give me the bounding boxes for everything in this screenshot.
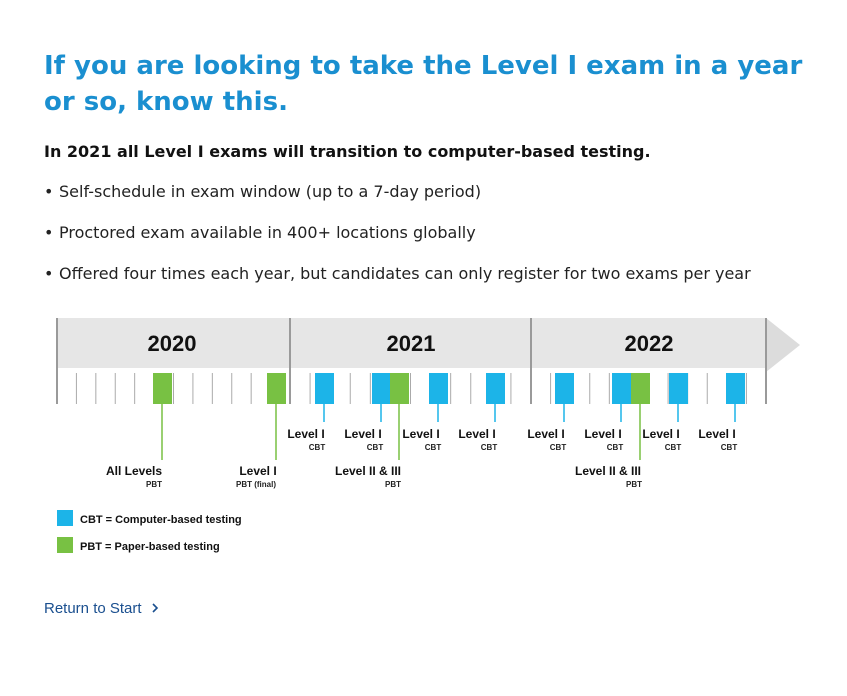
pbt-exam-block bbox=[267, 373, 286, 404]
list-item: • Self-schedule in exam window (up to a 7… bbox=[44, 180, 751, 221]
exam-sublabel: PBT bbox=[146, 480, 162, 489]
bullet-icon: • bbox=[44, 182, 54, 201]
cbt-exam-block bbox=[315, 373, 334, 404]
exam-marker: Level I CBT bbox=[344, 373, 391, 452]
exam-label: Level II & III bbox=[335, 464, 401, 478]
exam-label: Level I bbox=[642, 427, 679, 441]
legend: CBT = Computer-based testing PBT = Paper… bbox=[57, 510, 242, 553]
exam-marker: All Levels PBT bbox=[106, 373, 172, 489]
return-to-start-link[interactable]: Return to Start bbox=[44, 600, 160, 617]
legend-label-cbt: CBT = Computer-based testing bbox=[80, 514, 242, 526]
exam-sublabel: CBT bbox=[607, 443, 624, 452]
exam-marker: Level II & III PBT bbox=[575, 373, 650, 489]
page-title: If you are looking to take the Level I e… bbox=[44, 51, 803, 117]
exam-label: Level I bbox=[698, 427, 735, 441]
exam-sublabel: CBT bbox=[309, 443, 326, 452]
cbt-exam-block bbox=[669, 373, 688, 404]
exam-marker: Level I PBT (final) bbox=[236, 373, 286, 489]
exam-marker: Level II & III PBT bbox=[335, 373, 409, 489]
exam-sublabel: PBT bbox=[626, 480, 642, 489]
list-item-text: Proctored exam available in 400+ locatio… bbox=[59, 223, 476, 242]
cbt-exam-block bbox=[372, 373, 391, 404]
bullet-icon: • bbox=[44, 223, 54, 242]
page-subtitle: In 2021 all Level I exams will transitio… bbox=[44, 142, 651, 161]
cbt-exam-block bbox=[555, 373, 574, 404]
exam-label: Level I bbox=[287, 427, 324, 441]
list-item: • Proctored exam available in 400+ locati… bbox=[44, 221, 751, 262]
legend-label-pbt: PBT = Paper-based testing bbox=[80, 541, 220, 553]
exam-marker: Level I CBT bbox=[642, 373, 688, 452]
exam-label: All Levels bbox=[106, 464, 162, 478]
exam-label: Level I bbox=[344, 427, 381, 441]
exam-marker: Level I CBT bbox=[698, 373, 745, 452]
chevron-right-icon bbox=[152, 603, 158, 613]
exam-sublabel: CBT bbox=[481, 443, 498, 452]
exam-label: Level I bbox=[239, 464, 276, 478]
cbt-exam-block bbox=[429, 373, 448, 404]
year-label-2021: 2021 bbox=[387, 331, 436, 356]
exam-label: Level I bbox=[527, 427, 564, 441]
exam-sublabel: PBT bbox=[385, 480, 401, 489]
exam-label: Level I bbox=[402, 427, 439, 441]
exam-sublabel: CBT bbox=[721, 443, 738, 452]
exam-marker: Level I CBT bbox=[458, 373, 505, 452]
list-item-text: Offered four times each year, but candid… bbox=[59, 264, 751, 283]
exam-sublabel: PBT (final) bbox=[236, 480, 276, 489]
exam-sublabel: CBT bbox=[550, 443, 567, 452]
exam-sublabel: CBT bbox=[425, 443, 442, 452]
exam-label: Level II & III bbox=[575, 464, 641, 478]
year-label-2022: 2022 bbox=[625, 331, 674, 356]
timeline-arrow bbox=[766, 318, 800, 372]
timeline-year-band bbox=[57, 318, 766, 368]
pbt-exam-block bbox=[153, 373, 172, 404]
exam-label: Level I bbox=[458, 427, 495, 441]
year-label-2020: 2020 bbox=[148, 331, 197, 356]
pbt-exam-block bbox=[631, 373, 650, 404]
exam-marker: Level I CBT bbox=[527, 373, 574, 452]
exam-marker: Level I CBT bbox=[287, 373, 334, 452]
exam-marker: Level I CBT bbox=[402, 373, 448, 452]
exam-sublabel: CBT bbox=[367, 443, 384, 452]
exam-label: Level I bbox=[584, 427, 621, 441]
list-item: • Offered four times each year, but candi… bbox=[44, 262, 751, 303]
cbt-exam-block bbox=[612, 373, 631, 404]
feature-list: • Self-schedule in exam window (up to a 7… bbox=[44, 180, 751, 303]
list-item-text: Self-schedule in exam window (up to a 7-… bbox=[59, 182, 482, 201]
cbt-exam-block bbox=[486, 373, 505, 404]
exam-marker: Level I CBT bbox=[584, 373, 631, 452]
cbt-exam-block bbox=[726, 373, 745, 404]
bullet-icon: • bbox=[44, 264, 54, 283]
return-link-label: Return to Start bbox=[44, 600, 142, 617]
legend-swatch-pbt bbox=[57, 537, 73, 553]
legend-swatch-cbt bbox=[57, 510, 73, 526]
exam-sublabel: CBT bbox=[665, 443, 682, 452]
exam-timeline-diagram: 2020 2021 2022 All Levels PBT Level I PB… bbox=[56, 318, 800, 553]
pbt-exam-block bbox=[390, 373, 409, 404]
